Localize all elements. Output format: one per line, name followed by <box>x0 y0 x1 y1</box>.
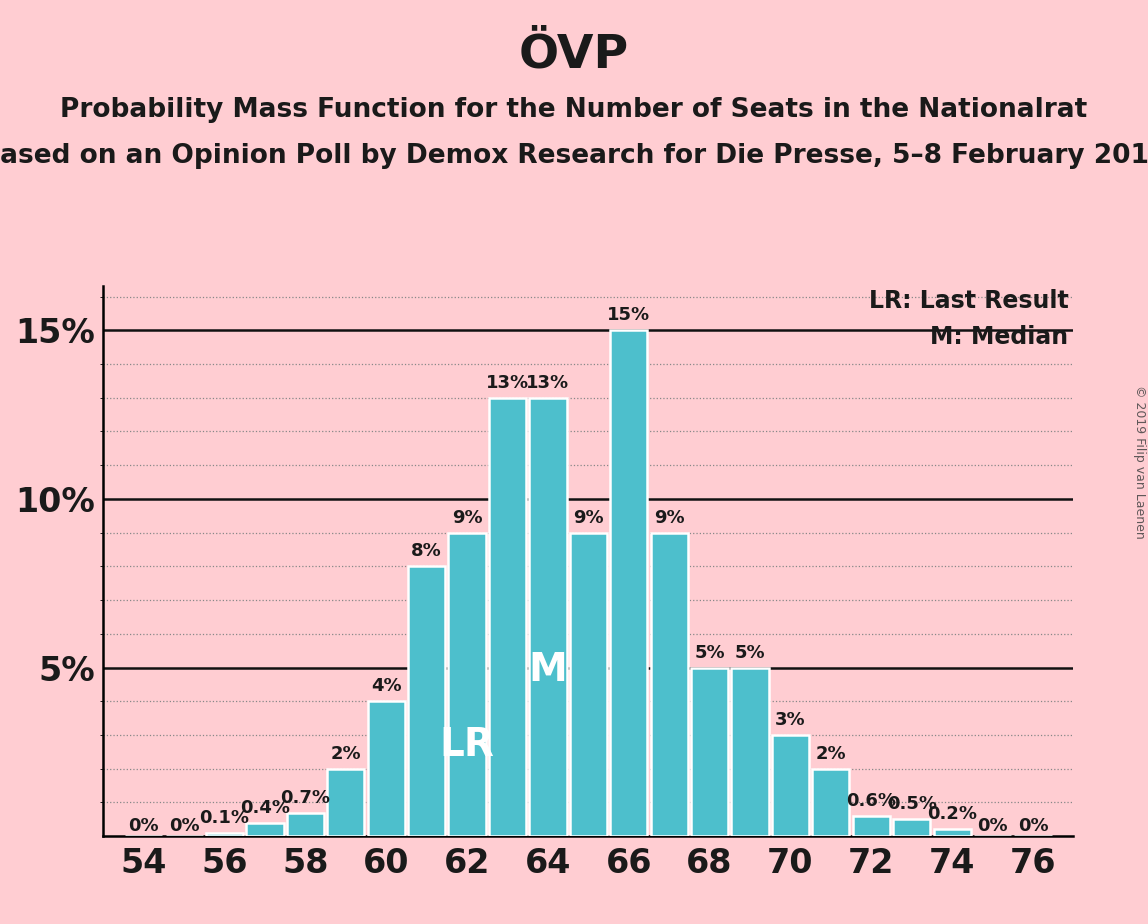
Text: 13%: 13% <box>527 373 569 392</box>
Bar <box>529 397 566 836</box>
Bar <box>813 769 850 836</box>
Text: M: Median: M: Median <box>930 325 1069 349</box>
Text: 0.7%: 0.7% <box>280 788 331 807</box>
Text: 5%: 5% <box>735 643 766 662</box>
Bar <box>651 532 688 836</box>
Text: 2%: 2% <box>331 745 362 762</box>
Text: 0.2%: 0.2% <box>928 806 977 823</box>
Text: 0%: 0% <box>1017 817 1048 834</box>
Text: 0.4%: 0.4% <box>240 798 290 817</box>
Text: LR: Last Result: LR: Last Result <box>869 289 1069 313</box>
Text: ÖVP: ÖVP <box>519 32 629 78</box>
Text: 2%: 2% <box>815 745 846 762</box>
Text: 0.6%: 0.6% <box>846 792 897 810</box>
Text: 4%: 4% <box>371 677 402 695</box>
Bar <box>287 812 324 836</box>
Text: 9%: 9% <box>452 508 482 527</box>
Text: © 2019 Filip van Laenen: © 2019 Filip van Laenen <box>1133 385 1147 539</box>
Bar <box>611 330 647 836</box>
Text: 13%: 13% <box>486 373 529 392</box>
Bar <box>569 532 607 836</box>
Text: 9%: 9% <box>573 508 604 527</box>
Bar <box>853 816 890 836</box>
Text: 15%: 15% <box>607 306 650 324</box>
Text: 0%: 0% <box>129 817 160 834</box>
Bar <box>731 667 769 836</box>
Text: 0%: 0% <box>977 817 1008 834</box>
Text: 0.1%: 0.1% <box>200 808 249 827</box>
Text: M: M <box>528 650 567 688</box>
Bar <box>408 566 445 836</box>
Text: Probability Mass Function for the Number of Seats in the Nationalrat: Probability Mass Function for the Number… <box>61 97 1087 123</box>
Bar <box>327 769 364 836</box>
Bar <box>933 830 971 836</box>
Text: LR: LR <box>440 726 495 764</box>
Text: 3%: 3% <box>775 711 806 729</box>
Text: 0%: 0% <box>169 817 200 834</box>
Bar <box>449 532 486 836</box>
Bar <box>691 667 728 836</box>
Text: 0.5%: 0.5% <box>886 796 937 813</box>
Text: 8%: 8% <box>411 542 442 560</box>
Bar <box>247 822 284 836</box>
Bar <box>367 701 405 836</box>
Bar <box>893 820 930 836</box>
Bar <box>489 397 526 836</box>
Text: 5%: 5% <box>695 643 724 662</box>
Text: 9%: 9% <box>654 508 684 527</box>
Bar <box>205 833 243 836</box>
Bar <box>771 735 809 836</box>
Text: Based on an Opinion Poll by Demox Research for Die Presse, 5–8 February 2019: Based on an Opinion Poll by Demox Resear… <box>0 143 1148 169</box>
